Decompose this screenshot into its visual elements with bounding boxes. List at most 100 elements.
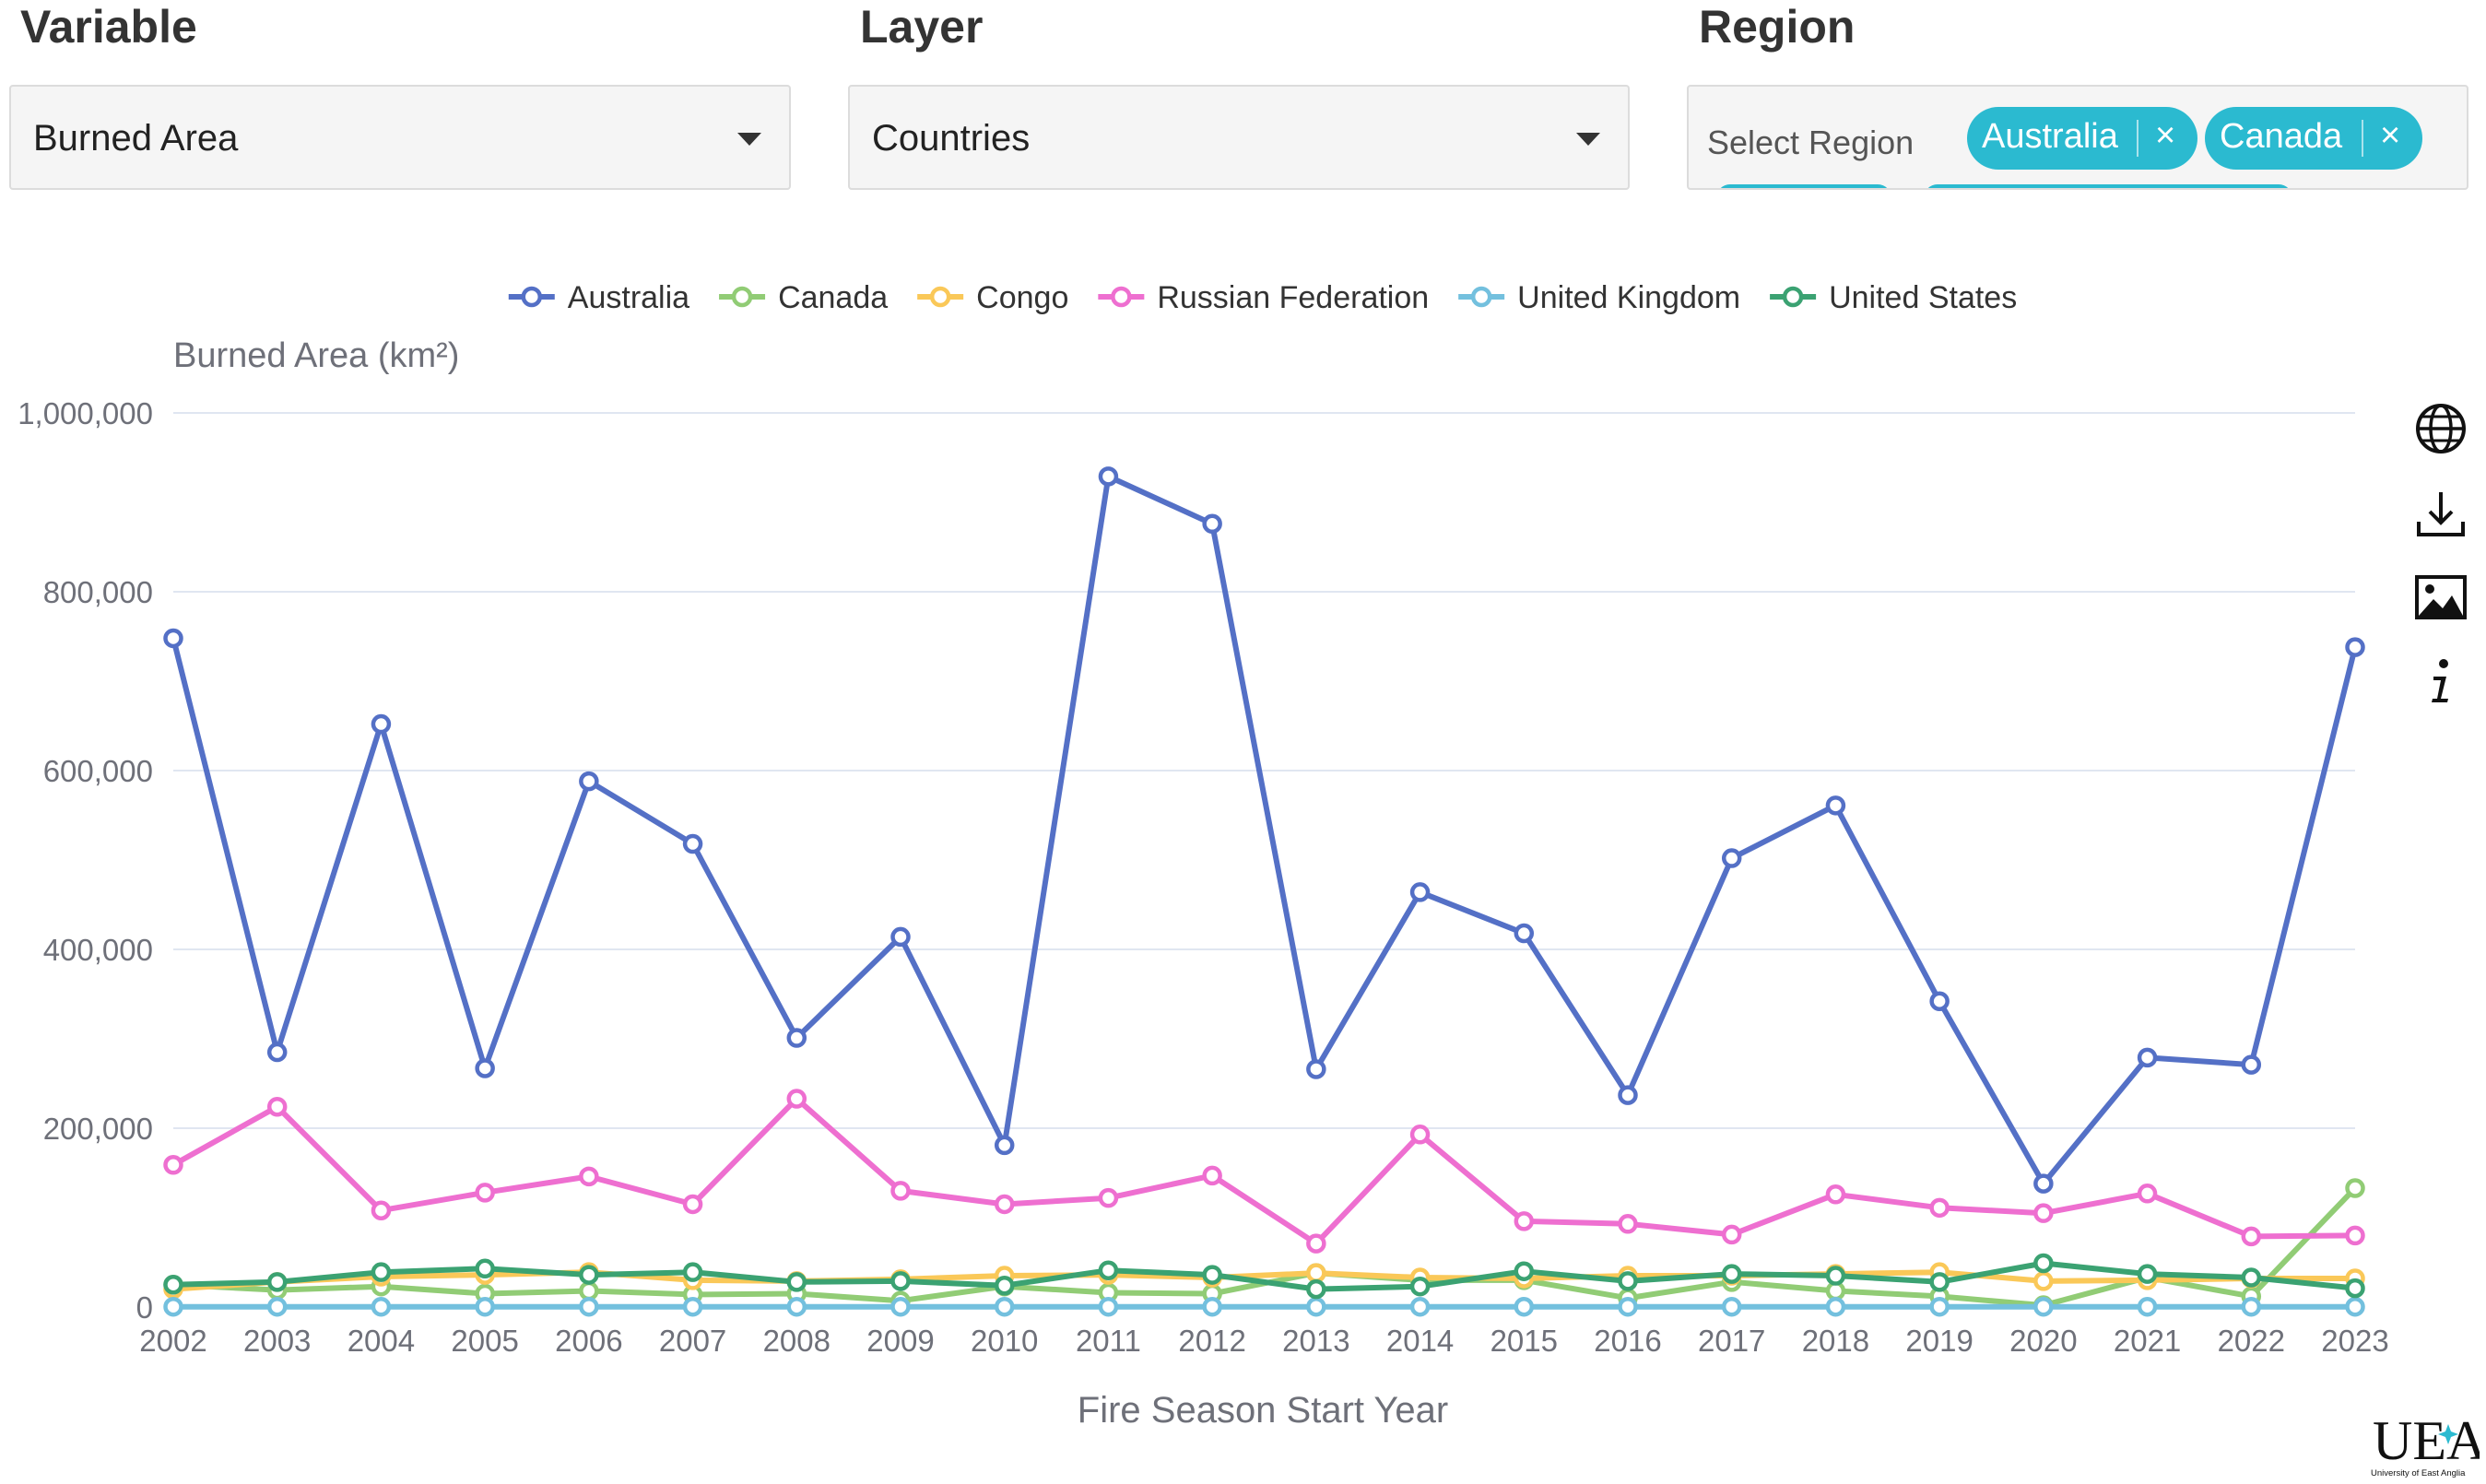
data-point[interactable] [994, 1194, 1015, 1215]
data-point[interactable] [890, 1271, 911, 1291]
data-point[interactable] [2033, 1253, 2054, 1274]
data-point[interactable] [2241, 1054, 2262, 1075]
data-point[interactable] [994, 1275, 1015, 1296]
data-point[interactable] [2137, 1296, 2158, 1317]
data-point[interactable] [2033, 1173, 2054, 1194]
data-point[interactable] [1929, 991, 1950, 1012]
data-point[interactable] [1306, 1263, 1326, 1283]
data-point[interactable] [1202, 1265, 1222, 1285]
data-point[interactable] [475, 1258, 495, 1279]
legend-item-australia[interactable]: Australia [508, 280, 689, 315]
data-point[interactable] [163, 1275, 183, 1295]
data-point[interactable] [266, 1042, 288, 1063]
data-point[interactable] [1098, 466, 1119, 487]
data-point[interactable] [2345, 1225, 2365, 1246]
legend-item-russian-federation[interactable]: Russian Federation [1098, 280, 1429, 315]
data-point[interactable] [579, 1296, 599, 1317]
data-point[interactable] [2033, 1203, 2054, 1223]
data-point[interactable] [2137, 1264, 2158, 1284]
data-point[interactable] [1618, 1271, 1638, 1291]
data-point[interactable] [2345, 1296, 2365, 1317]
data-point[interactable] [682, 1194, 703, 1215]
data-point[interactable] [1721, 848, 1742, 868]
legend-item-united-kingdom[interactable]: United Kingdom [1458, 280, 1740, 315]
data-point[interactable] [266, 1272, 288, 1292]
data-point[interactable] [682, 1296, 703, 1317]
data-point[interactable] [1929, 1272, 1950, 1292]
data-point[interactable] [786, 1296, 807, 1317]
data-point[interactable] [1618, 1296, 1638, 1317]
data-point[interactable] [1409, 1296, 1431, 1317]
data-point[interactable] [1825, 1266, 1846, 1286]
data-point[interactable] [786, 1028, 807, 1048]
data-point[interactable] [2345, 1278, 2365, 1299]
data-point[interactable] [1618, 1085, 1638, 1105]
data-point[interactable] [1825, 1296, 1846, 1317]
data-point[interactable] [1306, 1233, 1326, 1254]
data-point[interactable] [1825, 795, 1846, 816]
data-point[interactable] [163, 628, 183, 649]
data-point[interactable] [371, 713, 392, 735]
data-point[interactable] [1306, 1059, 1326, 1079]
data-point[interactable] [266, 1296, 288, 1317]
data-point[interactable] [579, 1280, 599, 1301]
data-point[interactable] [371, 1262, 392, 1282]
data-point[interactable] [1202, 513, 1222, 535]
data-point[interactable] [1202, 1165, 1222, 1186]
legend-item-congo[interactable]: Congo [917, 280, 1068, 315]
data-point[interactable] [890, 1181, 911, 1201]
data-point[interactable] [2033, 1296, 2054, 1317]
chevron-down-icon[interactable] [737, 133, 761, 146]
data-point[interactable] [163, 1155, 183, 1175]
data-point[interactable] [1409, 882, 1431, 902]
info-icon[interactable] [2413, 654, 2468, 710]
data-point[interactable] [890, 1296, 911, 1317]
data-point[interactable] [2241, 1296, 2262, 1317]
data-point[interactable] [1514, 1261, 1535, 1281]
data-point[interactable] [1825, 1184, 1846, 1205]
data-point[interactable] [1514, 1296, 1535, 1317]
data-point[interactable] [1721, 1224, 1742, 1245]
globe-icon[interactable] [2413, 401, 2468, 456]
download-icon[interactable] [2413, 487, 2468, 542]
data-point[interactable] [371, 1200, 392, 1220]
data-point[interactable] [786, 1089, 807, 1109]
data-point[interactable] [2137, 1184, 2158, 1204]
data-point[interactable] [475, 1296, 495, 1317]
data-point[interactable] [1409, 1276, 1431, 1297]
layer-select[interactable]: Countries [848, 85, 1630, 190]
close-icon[interactable]: × [2380, 116, 2401, 155]
data-point[interactable] [1721, 1296, 1742, 1317]
data-point[interactable] [1409, 1125, 1431, 1145]
data-point[interactable] [2241, 1226, 2262, 1247]
data-point[interactable] [579, 1265, 599, 1285]
chevron-down-icon[interactable] [1576, 133, 1600, 146]
data-point[interactable] [1306, 1278, 1326, 1300]
region-select[interactable]: Select Region Australia × Canada × [1687, 85, 2468, 190]
data-point[interactable] [890, 926, 911, 948]
data-point[interactable] [475, 1058, 495, 1078]
data-point[interactable] [994, 1296, 1015, 1317]
data-point[interactable] [475, 1183, 495, 1203]
data-point[interactable] [579, 1166, 599, 1187]
image-icon[interactable] [2413, 570, 2468, 625]
data-point[interactable] [682, 1262, 703, 1282]
data-point[interactable] [1929, 1197, 1950, 1219]
data-point[interactable] [1929, 1296, 1950, 1317]
data-point[interactable] [371, 1296, 392, 1317]
data-point[interactable] [1098, 1260, 1119, 1280]
data-point[interactable] [2345, 637, 2365, 657]
data-point[interactable] [579, 771, 599, 792]
data-point[interactable] [1618, 1214, 1638, 1234]
data-point[interactable] [1306, 1296, 1326, 1317]
data-point[interactable] [2137, 1047, 2158, 1068]
data-point[interactable] [1514, 1211, 1535, 1231]
data-point[interactable] [2033, 1271, 2054, 1291]
data-point[interactable] [1202, 1296, 1222, 1317]
data-point[interactable] [266, 1096, 288, 1117]
close-icon[interactable]: × [2155, 116, 2176, 155]
data-point[interactable] [786, 1272, 807, 1292]
data-point[interactable] [163, 1296, 183, 1317]
legend-item-united-states[interactable]: United States [1770, 280, 2017, 315]
data-point[interactable] [1514, 923, 1535, 944]
